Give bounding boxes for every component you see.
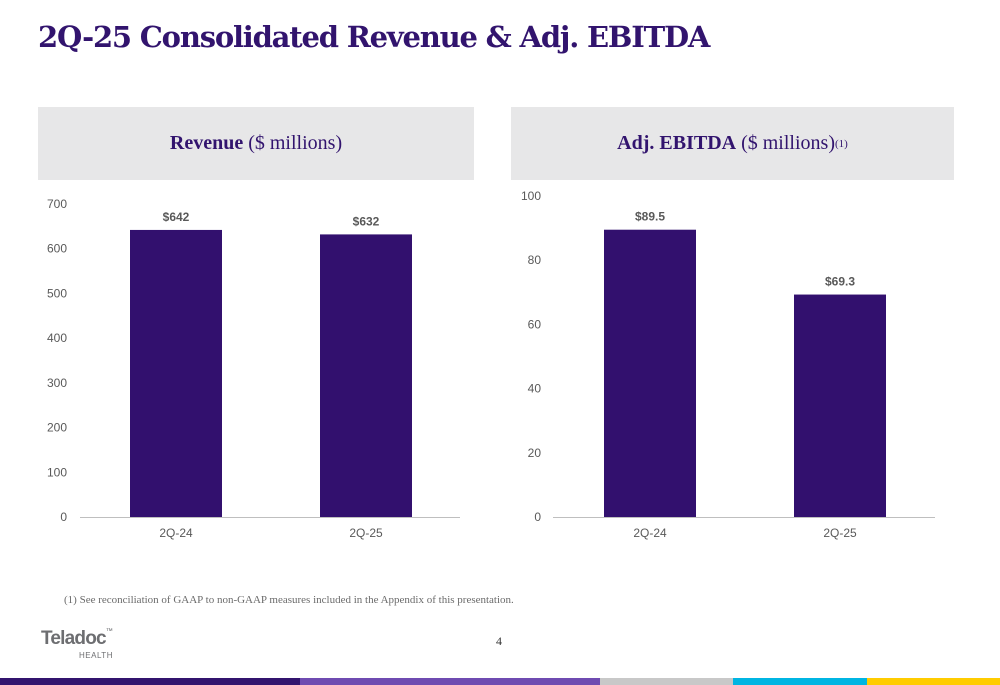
stripe-segment bbox=[600, 678, 733, 685]
revenue-y-tick-label: 500 bbox=[47, 286, 67, 300]
revenue-header-unit: ($ millions) bbox=[248, 132, 343, 154]
ebitda-y-tick-label: 80 bbox=[528, 253, 542, 267]
footnote: (1) See reconciliation of GAAP to non-GA… bbox=[64, 594, 514, 606]
revenue-x-tick-label: 2Q-25 bbox=[349, 526, 383, 540]
teladoc-logo: Teladoc™ HEALTH bbox=[41, 628, 131, 662]
ebitda-panel-header: Adj. EBITDA ($ millions) (1) bbox=[511, 107, 954, 180]
ebitda-y-tick-label: 0 bbox=[534, 510, 541, 524]
ebitda-y-tick-label: 100 bbox=[521, 189, 541, 203]
revenue-data-label: $632 bbox=[353, 214, 380, 228]
ebitda-data-label: $89.5 bbox=[635, 210, 665, 224]
stripe-segment bbox=[0, 678, 300, 685]
logo-subtitle: HEALTH bbox=[79, 651, 113, 660]
revenue-data-label: $642 bbox=[163, 210, 190, 224]
ebitda-data-label: $69.3 bbox=[825, 275, 855, 289]
revenue-header-bold: Revenue bbox=[169, 132, 244, 154]
ebitda-y-tick-label: 40 bbox=[528, 382, 542, 396]
ebitda-header-bold: Adj. EBITDA bbox=[617, 132, 737, 154]
stripe-segment bbox=[733, 678, 867, 685]
ebitda-bar-2q-24 bbox=[604, 229, 696, 517]
ebitda-y-tick-label: 20 bbox=[528, 446, 542, 460]
revenue-y-tick-label: 400 bbox=[47, 331, 67, 345]
revenue-x-tick-label: 2Q-24 bbox=[159, 526, 193, 540]
revenue-y-tick-label: 0 bbox=[60, 510, 67, 524]
page-number: 4 bbox=[496, 634, 502, 648]
revenue-bar-2q-25 bbox=[320, 234, 412, 518]
ebitda-header-unit: ($ millions) bbox=[741, 132, 835, 154]
slide-title: 2Q-25 Consolidated Revenue & Adj. EBITDA bbox=[38, 20, 710, 54]
revenue-y-tick-label: 200 bbox=[47, 421, 67, 435]
revenue-bar-2q-24 bbox=[130, 229, 222, 518]
revenue-y-tick-label: 600 bbox=[47, 242, 67, 256]
stripe-segment bbox=[867, 678, 1000, 685]
revenue-panel-header: Revenue ($ millions) bbox=[38, 107, 474, 180]
revenue-y-tick-label: 700 bbox=[47, 197, 67, 211]
stripe-segment bbox=[300, 678, 600, 685]
revenue-y-tick-label: 300 bbox=[47, 376, 67, 390]
ebitda-header-footnote-ref: (1) bbox=[834, 137, 848, 150]
ebitda-y-tick-label: 60 bbox=[528, 317, 542, 331]
ebitda-x-tick-label: 2Q-25 bbox=[823, 526, 857, 540]
logo-wordmark: Teladoc™ bbox=[41, 628, 113, 649]
revenue-y-tick-label: 100 bbox=[47, 465, 67, 479]
ebitda-bar-2q-25 bbox=[794, 294, 886, 517]
ebitda-x-tick-label: 2Q-24 bbox=[633, 526, 667, 540]
